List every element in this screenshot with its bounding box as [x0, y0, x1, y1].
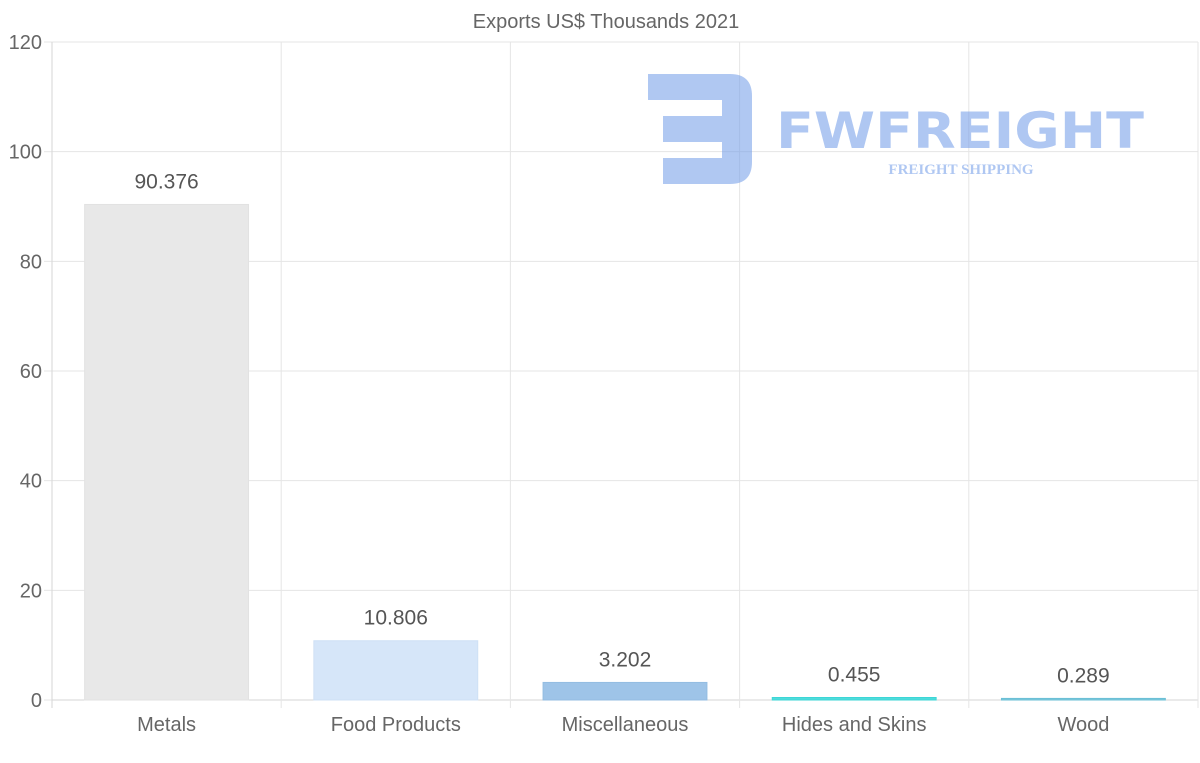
- watermark-brand: FWFREIGHT: [776, 102, 1144, 160]
- x-tick-label: Miscellaneous: [562, 714, 689, 736]
- x-tick-label: Hides and Skins: [782, 714, 927, 736]
- bar-wood: [1000, 697, 1166, 701]
- bar-hides-and-skins: [771, 697, 937, 701]
- chart-title: Exports US$ Thousands 2021: [473, 11, 739, 33]
- data-label: 0.289: [1057, 664, 1110, 687]
- y-tick-label: 60: [20, 361, 42, 383]
- data-label: 3.202: [599, 648, 652, 671]
- bar-food-products: [313, 640, 479, 701]
- watermark-logo: FWFREIGHT FREIGHT SHIPPING: [648, 74, 1144, 184]
- data-label: 10.806: [364, 607, 428, 630]
- x-tick-label: Metals: [137, 714, 196, 736]
- y-tick-label: 100: [9, 142, 42, 164]
- y-tick-label: 80: [20, 251, 42, 273]
- logo-mark-icon: [648, 74, 752, 184]
- y-tick-label: 40: [20, 471, 42, 493]
- watermark-tagline: FREIGHT SHIPPING: [888, 162, 1033, 178]
- y-axis-ticks: 0 20 40 60 80 100 120: [9, 32, 42, 712]
- data-labels: 90.376 10.806 3.202 0.455 0.289: [134, 170, 1109, 687]
- x-axis-labels: Metals Food Products Miscellaneous Hides an…: [137, 714, 1109, 736]
- y-tick-label: 0: [31, 690, 42, 712]
- x-tick-label: Wood: [1057, 714, 1109, 736]
- bar-metals: [84, 203, 250, 701]
- y-tick-label: 120: [9, 32, 42, 54]
- data-label: 90.376: [134, 170, 198, 193]
- bars: [84, 203, 1166, 701]
- x-tick-label: Food Products: [331, 714, 461, 736]
- y-tick-label: 20: [20, 580, 42, 602]
- data-label: 0.455: [828, 664, 881, 687]
- bar-miscellaneous: [542, 681, 708, 701]
